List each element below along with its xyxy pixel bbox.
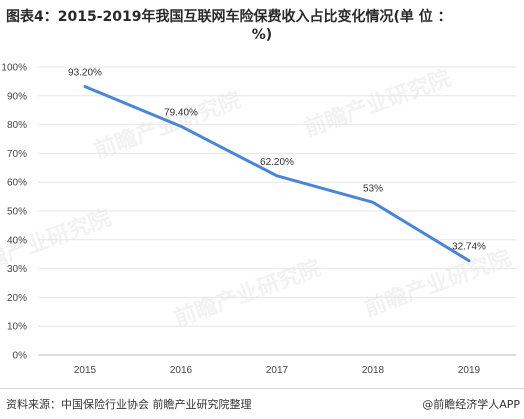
y-tick-label: 100% <box>1 63 27 74</box>
data-labels: 93.20% 79.40% 62.20% 53% 32.74% <box>68 68 486 253</box>
y-tick-label: 40% <box>7 235 27 246</box>
data-label: 53% <box>363 183 383 194</box>
watermark-text: 前瞻产业研究院 <box>301 65 455 142</box>
watermark-text: 前瞻产业研究院 <box>171 255 325 332</box>
y-tick-label: 30% <box>7 264 27 275</box>
x-tick-label: 2015 <box>74 365 97 376</box>
x-tick-label: 2019 <box>458 365 481 376</box>
source-note: 资料来源：中国保险行业协会 前瞻产业研究院整理 <box>6 398 252 411</box>
footer-divider <box>0 388 524 389</box>
y-tick-label: 20% <box>7 293 27 304</box>
x-tick-label: 2018 <box>362 365 385 376</box>
data-label: 93.20% <box>68 68 102 79</box>
watermark-text: 前瞻产业研究院 <box>361 245 515 322</box>
x-tick-label: 2016 <box>170 365 193 376</box>
x-axis-ticks: 2015 2016 2017 2018 2019 <box>74 365 481 376</box>
brand-credit: @前瞻经济学人APP <box>422 398 520 411</box>
y-tick-label: 0% <box>13 351 28 362</box>
series-line <box>83 85 471 263</box>
chart-title: 图表4：2015-2019年我国互联网车险保费收入占比变化情况(单 位 ： %) <box>6 8 518 44</box>
y-tick-label: 10% <box>7 322 27 333</box>
chart-title-line1: 图表4：2015-2019年我国互联网车险保费收入占比变化情况(单 位 ： <box>6 9 452 25</box>
grid-lines <box>38 66 516 327</box>
y-tick-label: 90% <box>7 91 27 102</box>
x-tick-label: 2017 <box>266 365 289 376</box>
data-label: 79.40% <box>164 107 198 118</box>
y-tick-label: 50% <box>7 207 27 218</box>
y-tick-label: 80% <box>7 120 27 131</box>
chart-title-line2: %) <box>251 27 273 43</box>
y-axis-ticks: 0% 10% 20% 30% 40% 50% 60% 70% 80% 90% 100% <box>1 63 27 362</box>
data-label: 32.74% <box>452 242 486 253</box>
data-label: 62.20% <box>260 157 294 168</box>
y-tick-label: 60% <box>7 178 27 189</box>
y-tick-label: 70% <box>7 149 27 160</box>
